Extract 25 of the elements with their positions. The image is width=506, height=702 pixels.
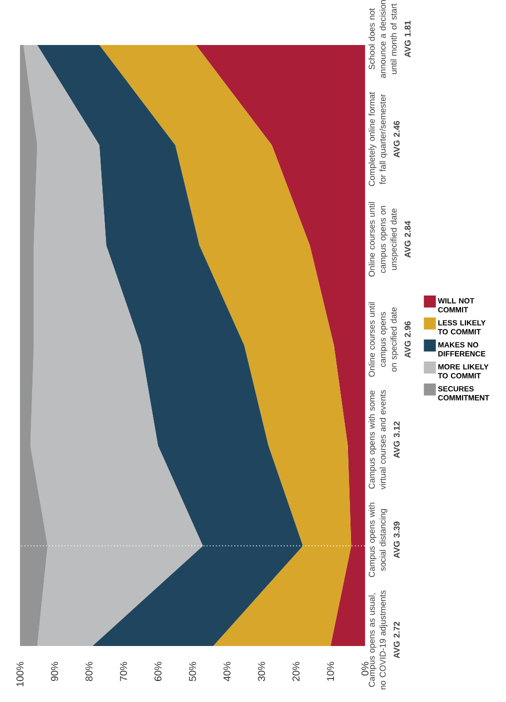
text: AVG 3.39 <box>394 522 400 558</box>
y-tick-label: Completely online format for fall quarter/semester <box>368 92 388 186</box>
x-tick-label: 60% <box>154 662 162 681</box>
x-tick-label: 80% <box>85 662 93 682</box>
y-tick-label: Campus opens as usual, no COVID-19 adjustments <box>368 590 388 690</box>
x-tick-label: 50% <box>188 662 196 682</box>
y-tick-label: School does not announce a decision until month of start <box>368 0 397 78</box>
y-tick-label: Online courses until campus opens on unspecified date <box>368 202 398 277</box>
text: AVG 1.81 <box>404 20 411 58</box>
text: AVG 2.46 <box>394 120 400 158</box>
text: AVG 2.72 <box>394 622 400 658</box>
y-tick-label: Campus opens with some virtual courses and events <box>368 390 386 490</box>
x-tick-label: 10% <box>326 662 334 681</box>
x-tick-label: 100% <box>16 662 24 686</box>
x-tick-label: 20% <box>292 662 300 681</box>
text: AVG 2.96 <box>404 321 411 358</box>
x-tick-label: 30% <box>258 662 266 682</box>
x-tick-label: 70% <box>120 662 128 681</box>
x-tick-label: 0% <box>361 662 369 676</box>
y-tick-label: Online courses until campus opens on specified date <box>368 302 398 377</box>
text: AVG 2.84 <box>404 220 411 258</box>
y-tick-label: Campus opens with social distancing <box>368 502 388 578</box>
text: AVG 3.12 <box>394 421 400 458</box>
x-tick-label: 40% <box>223 662 231 682</box>
x-tick-label: 90% <box>50 662 58 681</box>
